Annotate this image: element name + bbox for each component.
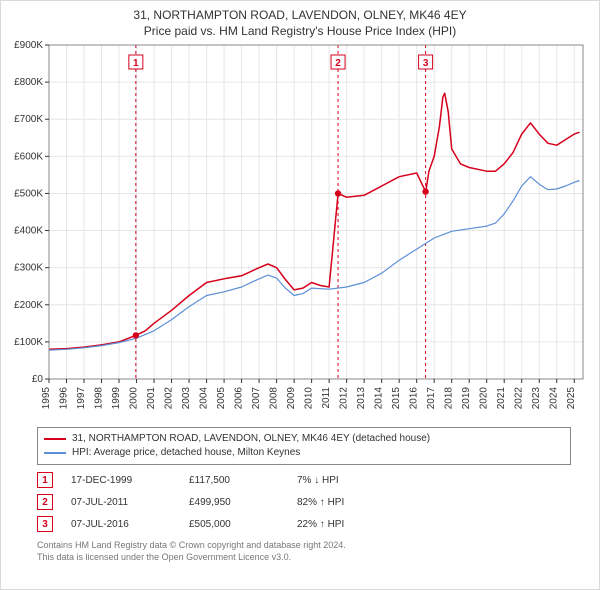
event-date: 07-JUL-2016 <box>71 519 171 530</box>
event-pct-vs-hpi: 22% ↑ HPI <box>297 519 407 530</box>
svg-text:2: 2 <box>335 58 341 69</box>
event-row: 2 07-JUL-2011 £499,950 82% ↑ HPI <box>37 491 571 513</box>
xtick-label: 2000 <box>129 387 140 410</box>
xtick-label: 2015 <box>391 387 402 410</box>
event-price: £117,500 <box>189 475 279 486</box>
footer-line-2: This data is licensed under the Open Gov… <box>37 551 571 563</box>
ytick-label: £900K <box>14 40 43 51</box>
event-dot-3 <box>422 188 428 194</box>
xtick-label: 2023 <box>531 387 542 410</box>
legend-label: HPI: Average price, detached house, Milt… <box>72 446 300 460</box>
legend-swatch <box>44 452 66 454</box>
legend-item: HPI: Average price, detached house, Milt… <box>44 446 564 460</box>
xtick-label: 2019 <box>461 387 472 410</box>
xtick-label: 2025 <box>566 387 577 410</box>
xtick-label: 2001 <box>146 387 157 410</box>
event-date: 07-JUL-2011 <box>71 497 171 508</box>
ytick-label: £100K <box>14 337 43 348</box>
xtick-label: 2021 <box>496 387 507 410</box>
xtick-label: 1997 <box>76 387 87 410</box>
xtick-label: 2008 <box>269 387 280 410</box>
xtick-label: 2009 <box>286 387 297 410</box>
event-pct-vs-hpi: 7% ↓ HPI <box>297 475 407 486</box>
xtick-label: 2006 <box>234 387 245 410</box>
footer-line-1: Contains HM Land Registry data © Crown c… <box>37 539 571 551</box>
footer-attribution: Contains HM Land Registry data © Crown c… <box>37 539 571 563</box>
xtick-label: 2004 <box>199 387 210 410</box>
xtick-label: 2005 <box>216 387 227 410</box>
xtick-label: 2003 <box>181 387 192 410</box>
event-date: 17-DEC-1999 <box>71 475 171 486</box>
svg-text:3: 3 <box>423 58 429 69</box>
xtick-label: 1998 <box>94 387 105 410</box>
title-block: 31, NORTHAMPTON ROAD, LAVENDON, OLNEY, M… <box>1 1 599 39</box>
event-marker-badge: 3 <box>37 516 53 532</box>
event-marker-badge: 1 <box>37 472 53 488</box>
xtick-label: 2024 <box>549 387 560 410</box>
event-dot-2 <box>335 190 341 196</box>
chart-frame: 31, NORTHAMPTON ROAD, LAVENDON, OLNEY, M… <box>0 0 600 590</box>
xtick-label: 2007 <box>251 387 262 410</box>
xtick-label: 2014 <box>374 387 385 410</box>
xtick-label: 2010 <box>304 387 315 410</box>
ytick-label: £0 <box>32 374 44 385</box>
xtick-label: 2022 <box>514 387 525 410</box>
legend-item: 31, NORTHAMPTON ROAD, LAVENDON, OLNEY, M… <box>44 432 564 446</box>
event-price: £499,950 <box>189 497 279 508</box>
events-table: 1 17-DEC-1999 £117,500 7% ↓ HPI 2 07-JUL-2011… <box>37 469 571 535</box>
xtick-label: 2016 <box>409 387 420 410</box>
xtick-label: 2011 <box>321 387 332 409</box>
legend-swatch <box>44 438 66 440</box>
chart-area: £0 £100K £200K £300K £400K £500K £600K £700K £80… <box>1 39 599 421</box>
title-line-2: Price paid vs. HM Land Registry's House … <box>1 23 599 39</box>
ytick-label: £300K <box>14 263 43 274</box>
title-line-1: 31, NORTHAMPTON ROAD, LAVENDON, OLNEY, M… <box>1 7 599 23</box>
event-pct-vs-hpi: 82% ↑ HPI <box>297 497 407 508</box>
ytick-label: £400K <box>14 226 43 237</box>
xtick-label: 2013 <box>356 387 367 410</box>
xtick-label: 2012 <box>339 387 350 410</box>
line-chart-svg: £0 £100K £200K £300K £400K £500K £600K £700K £80… <box>1 39 600 421</box>
event-marker-badge: 2 <box>37 494 53 510</box>
svg-text:1: 1 <box>133 58 139 69</box>
xtick-label: 1999 <box>111 387 122 410</box>
legend-label: 31, NORTHAMPTON ROAD, LAVENDON, OLNEY, M… <box>72 432 430 446</box>
event-price: £505,000 <box>189 519 279 530</box>
xtick-label: 2018 <box>444 387 455 410</box>
ytick-label: £800K <box>14 77 43 88</box>
ytick-label: £600K <box>14 151 43 162</box>
ytick-label: £700K <box>14 114 43 125</box>
xtick-label: 2017 <box>426 387 437 410</box>
legend-box: 31, NORTHAMPTON ROAD, LAVENDON, OLNEY, M… <box>37 427 571 465</box>
xtick-label: 1995 <box>41 387 52 410</box>
event-row: 1 17-DEC-1999 £117,500 7% ↓ HPI <box>37 469 571 491</box>
ytick-label: £200K <box>14 300 43 311</box>
xtick-label: 1996 <box>59 387 70 410</box>
event-dot-1 <box>133 332 139 338</box>
xtick-label: 2002 <box>164 387 175 410</box>
ytick-label: £500K <box>14 188 43 199</box>
xtick-label: 2020 <box>479 387 490 410</box>
event-row: 3 07-JUL-2016 £505,000 22% ↑ HPI <box>37 513 571 535</box>
